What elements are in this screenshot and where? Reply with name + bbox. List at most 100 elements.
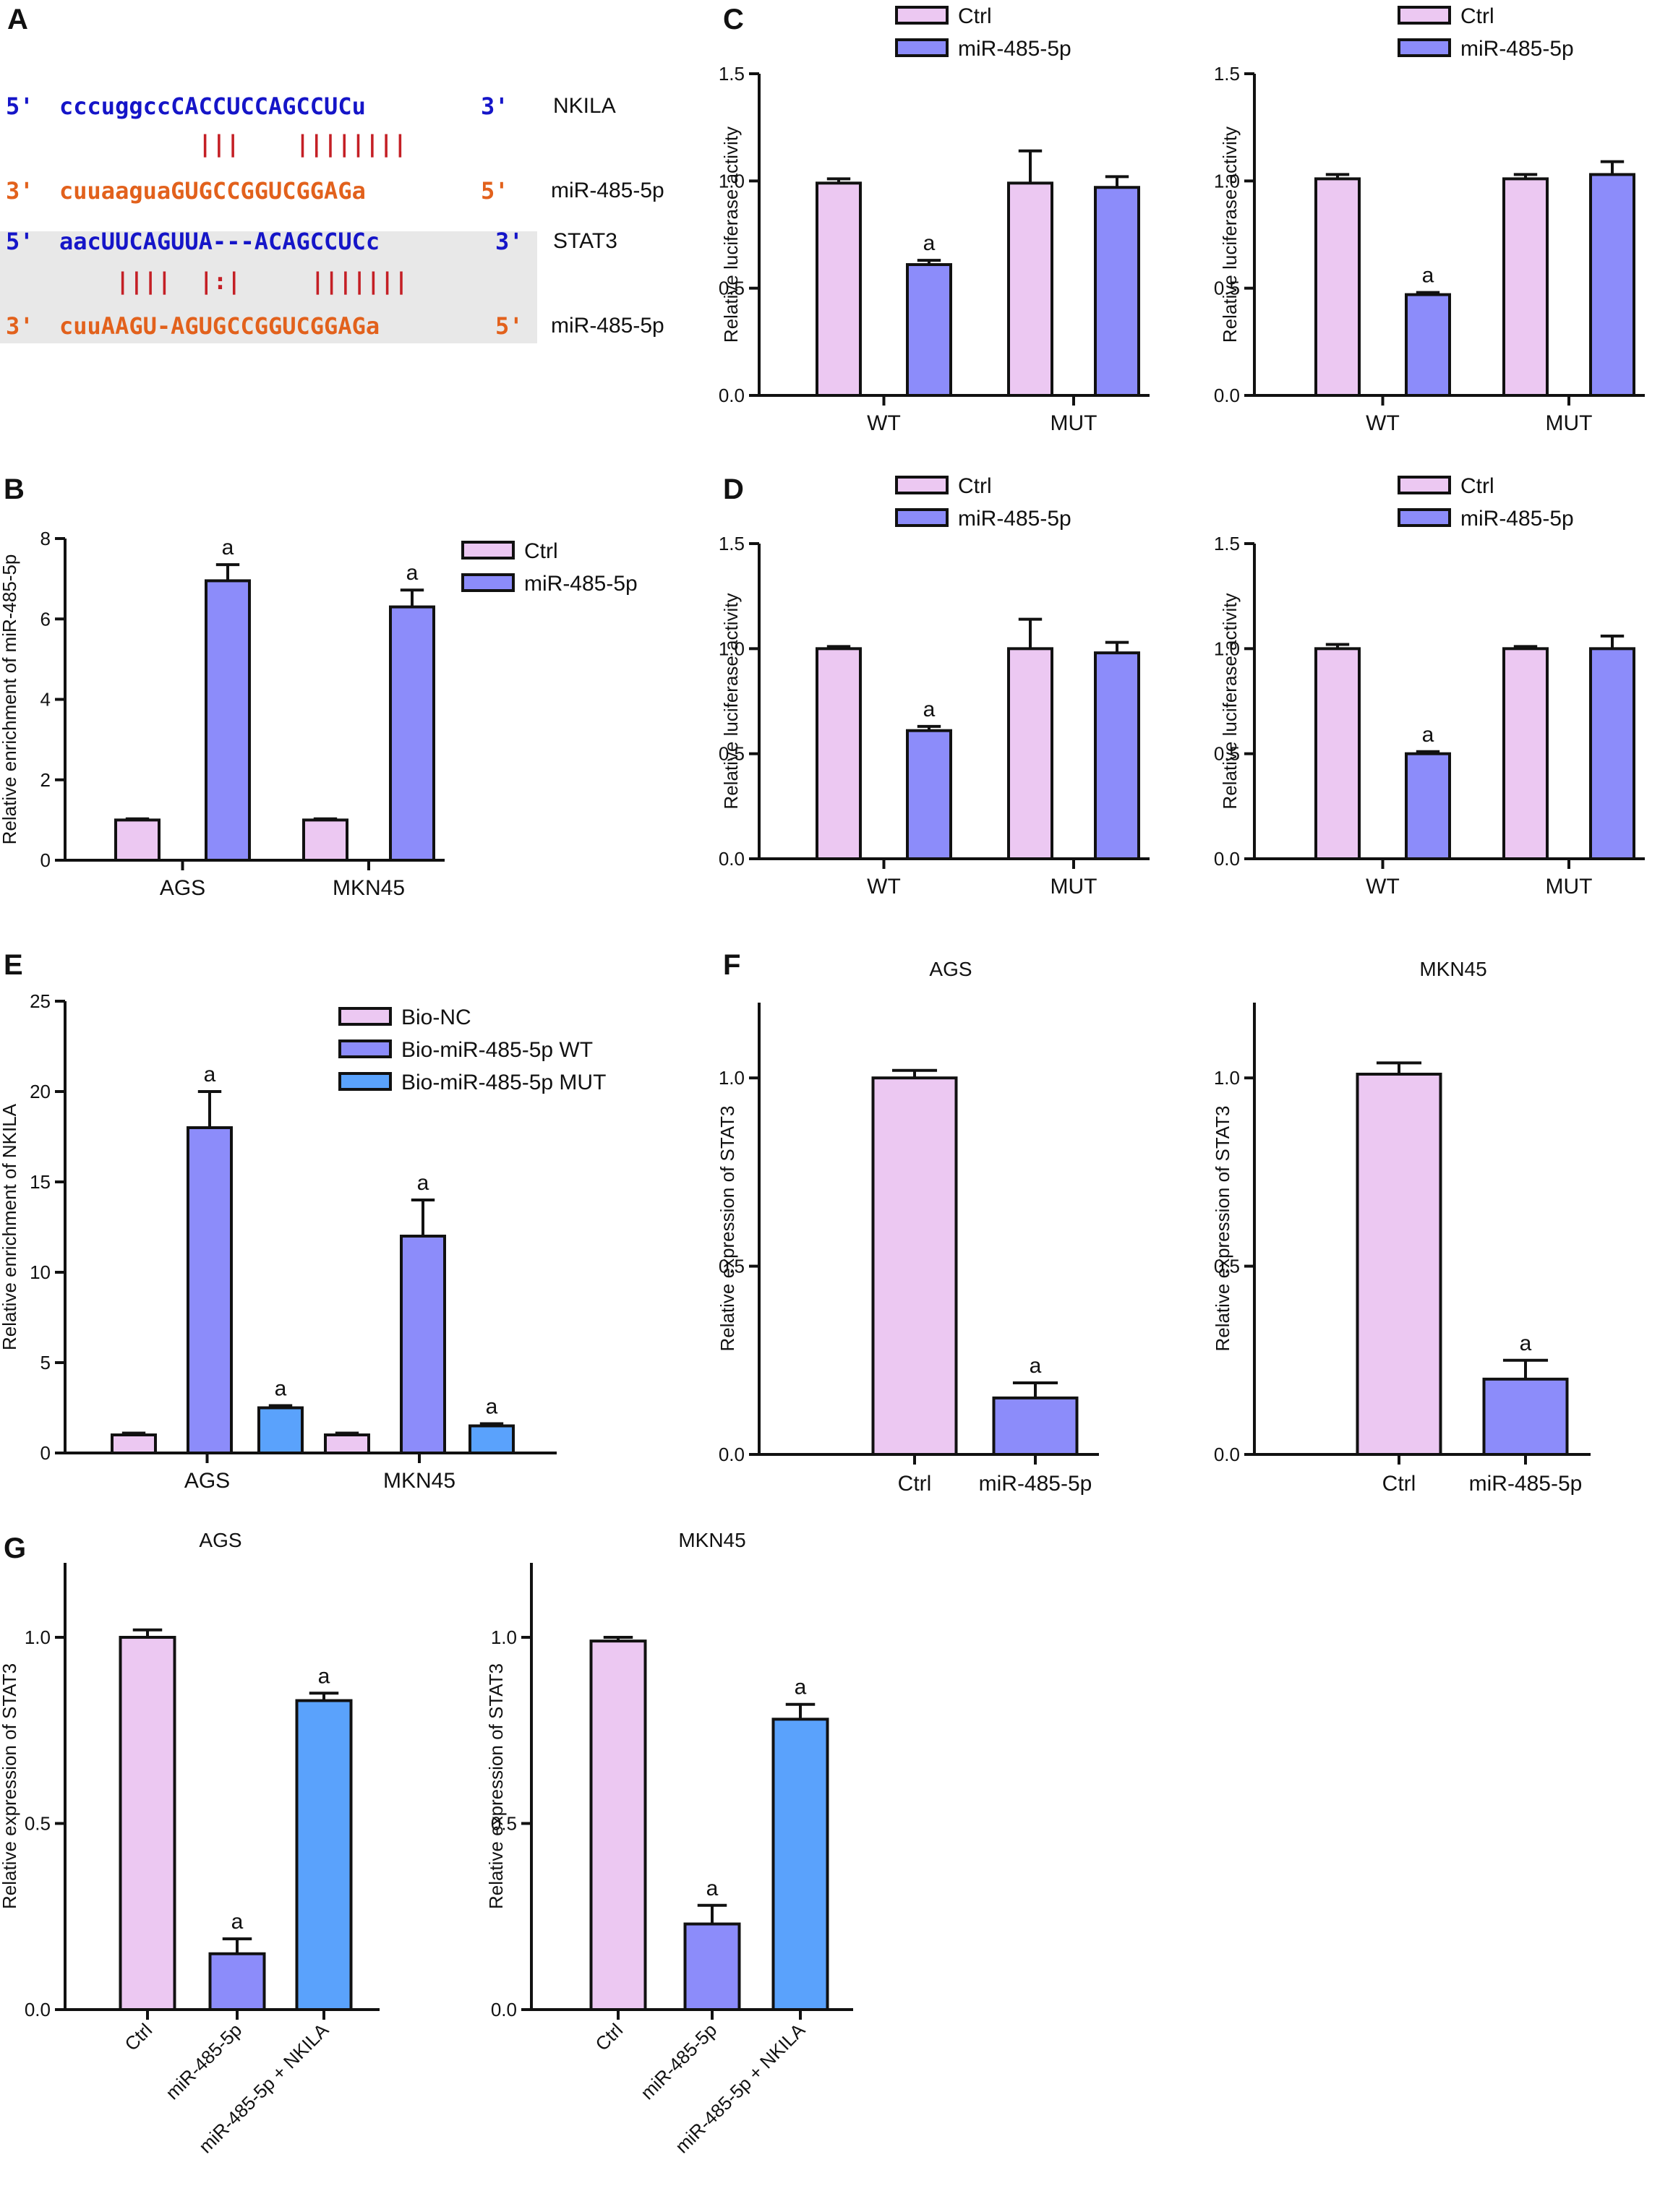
legend-label-C2-1: miR-485-5p xyxy=(1460,37,1574,61)
panel-label-b: B xyxy=(4,473,25,505)
y-axis-label-G2: Relative expression of STAT3 xyxy=(485,1663,507,1909)
chart-title-F2: MKN45 xyxy=(1419,958,1486,980)
bar-F2-0 xyxy=(1356,1072,1442,1457)
stat3-alignment-background xyxy=(0,231,537,343)
y-tick-label-D1-3: 1.5 xyxy=(719,533,745,554)
mir2-prime5: 5' xyxy=(495,312,523,340)
y-tick-label-C2-2: 1.0 xyxy=(1214,170,1240,192)
x-tick-label-E-1: MKN45 xyxy=(383,1469,455,1493)
chart-title-G1: AGS xyxy=(199,1529,241,1551)
y-tick-label-B-2: 4 xyxy=(40,689,51,711)
y-tick-label-E-2: 10 xyxy=(30,1261,51,1283)
sig-mark-E-2-0: a xyxy=(275,1377,287,1401)
legend-label-D1-1: miR-485-5p xyxy=(958,507,1071,531)
mir2-label: miR-485-5p xyxy=(551,314,664,338)
y-axis-label-C1: Relative luciferase activity xyxy=(720,127,742,343)
y-tick-label-F1-1: 0.5 xyxy=(719,1256,745,1277)
mir-prime5: 5' xyxy=(481,177,509,205)
y-tick-label-D1-1: 0.5 xyxy=(719,743,745,765)
panel-label-e: E xyxy=(4,949,23,981)
bar-B-1-0 xyxy=(205,579,251,862)
bar-C2-0-1 xyxy=(1502,177,1549,397)
x-tick-label-F2-0: Ctrl xyxy=(1382,1472,1416,1496)
y-tick-label-C2-3: 1.5 xyxy=(1214,63,1240,85)
y-tick-label-G2-1: 0.5 xyxy=(491,1813,517,1835)
sig-mark-G1-1: a xyxy=(231,1910,244,1934)
bar-B-0-0 xyxy=(114,818,161,862)
legend-swatch-B-0 xyxy=(461,541,515,560)
sig-mark-C1-1-0: a xyxy=(923,231,936,255)
y-tick-label-F1-2: 1.0 xyxy=(719,1067,745,1089)
y-tick-label-D1-2: 1.0 xyxy=(719,638,745,659)
bar-G2-1 xyxy=(683,1922,741,2012)
bar-F1-0 xyxy=(871,1076,958,1456)
legend-swatch-E-0 xyxy=(338,1007,392,1026)
x-tick-label-E-0: AGS xyxy=(184,1469,230,1493)
panel-label-a: A xyxy=(7,4,28,35)
y-tick-label-G2-2: 1.0 xyxy=(491,1626,517,1648)
x-tick-label-F1-0: Ctrl xyxy=(898,1472,932,1496)
x-tick-label-G1-1: miR-485-5p xyxy=(161,2019,246,2104)
bar-C2-0-0 xyxy=(1314,177,1361,397)
legend-label-E-1: Bio-miR-485-5p WT xyxy=(401,1038,593,1062)
nkila-sequence: cccuggccCACCUCCAGCCUCu xyxy=(59,93,366,120)
mir-sequence: cuuaaguaGUGCCGGUCGGAGa xyxy=(59,177,366,205)
y-tick-label-F2-1: 0.5 xyxy=(1214,1256,1240,1277)
nkila-label: NKILA xyxy=(553,94,616,118)
sig-mark-F2-1: a xyxy=(1520,1332,1532,1355)
bar-D1-0-0 xyxy=(816,647,862,860)
bar-C2-1-1 xyxy=(1589,173,1635,398)
nkila-prime3: 3' xyxy=(481,93,509,120)
y-tick-label-F2-2: 1.0 xyxy=(1214,1067,1240,1089)
bar-B-1-1 xyxy=(389,605,435,862)
x-tick-label-G1-0: Ctrl xyxy=(120,2019,156,2055)
legend-swatch-D2-1 xyxy=(1398,508,1451,527)
y-tick-label-C2-0: 0.0 xyxy=(1214,385,1240,406)
y-tick-label-D2-3: 1.5 xyxy=(1214,533,1240,554)
y-tick-label-C2-1: 0.5 xyxy=(1214,278,1240,299)
y-axis-label-F2: Relative expression of STAT3 xyxy=(1212,1105,1233,1351)
legend-swatch-D1-0 xyxy=(895,476,949,494)
bar-G1-0 xyxy=(119,1636,176,2011)
x-tick-label-F1-1: miR-485-5p xyxy=(979,1472,1092,1496)
legend-swatch-E-2 xyxy=(338,1072,392,1091)
bar-D2-0-0 xyxy=(1314,647,1361,860)
stat3-sequence: aacUUCAGUUA---ACAGCCUCc xyxy=(59,228,380,255)
legend-swatch-C2-0 xyxy=(1398,6,1451,25)
bar-C1-0-0 xyxy=(816,181,862,398)
mir-prime3: 3' xyxy=(6,177,34,205)
bar-F1-1 xyxy=(992,1396,1079,1456)
panel-label-c: C xyxy=(723,4,744,35)
y-tick-label-B-4: 8 xyxy=(40,528,51,549)
x-tick-label-B-1: MKN45 xyxy=(333,876,405,900)
y-axis-label-F1: Relative expression of STAT3 xyxy=(716,1105,738,1351)
legend-swatch-C2-1 xyxy=(1398,38,1451,57)
legend-label-D1-0: Ctrl xyxy=(958,474,992,498)
sig-mark-F1-1: a xyxy=(1030,1354,1042,1378)
bar-G1-2 xyxy=(295,1699,353,2012)
y-tick-label-D2-1: 0.5 xyxy=(1214,743,1240,765)
y-tick-label-E-0: 0 xyxy=(40,1442,51,1464)
y-tick-label-D2-0: 0.0 xyxy=(1214,848,1240,870)
bar-G2-0 xyxy=(589,1639,647,2011)
chart-title-G2: MKN45 xyxy=(678,1529,745,1551)
bar-E-0-1 xyxy=(324,1433,370,1454)
y-tick-label-G1-0: 0.0 xyxy=(25,1999,51,2020)
legend-swatch-D2-0 xyxy=(1398,476,1451,494)
x-tick-label-C1-1: MUT xyxy=(1051,411,1097,435)
y-tick-label-F2-0: 0.0 xyxy=(1214,1444,1240,1465)
nkila-prime5: 5' xyxy=(6,93,34,120)
y-tick-label-G2-0: 0.0 xyxy=(491,1999,517,2020)
legend-label-B-1: miR-485-5p xyxy=(524,572,638,596)
legend-label-E-0: Bio-NC xyxy=(401,1006,471,1029)
y-tick-label-C1-1: 0.5 xyxy=(719,278,745,299)
y-axis-label-D2: Relative luciferase activity xyxy=(1219,593,1241,809)
x-tick-label-G2-0: Ctrl xyxy=(591,2019,627,2055)
x-tick-label-C1-0: WT xyxy=(867,411,901,435)
panel-label-f: F xyxy=(723,949,741,981)
y-axis-label-D1: Relative luciferase activity xyxy=(720,593,742,809)
bar-C1-1-0 xyxy=(906,263,952,397)
sig-mark-D1-1-0: a xyxy=(923,698,936,721)
bar-C1-1-1 xyxy=(1094,186,1140,397)
x-tick-label-D1-0: WT xyxy=(867,875,901,899)
